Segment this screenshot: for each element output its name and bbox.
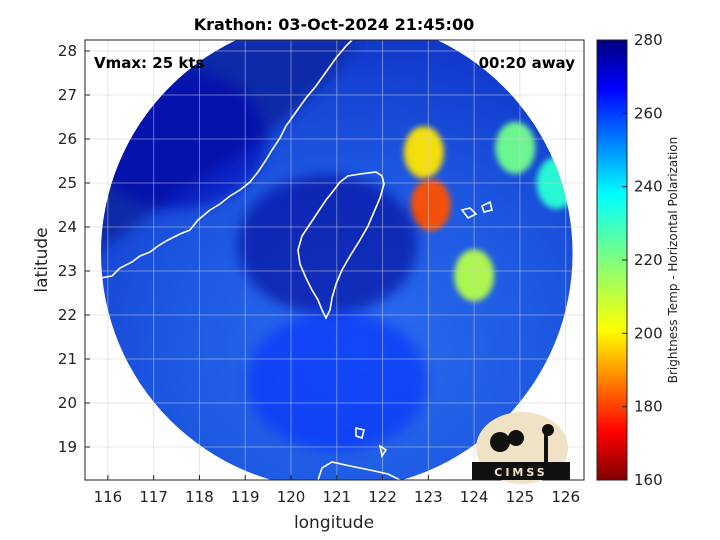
x-axis-ticks: 116 117 118 119 120 121 122 123 124 125 126	[94, 475, 580, 506]
vmax-annotation: Vmax: 25 kts	[94, 54, 204, 72]
philippines-coastline	[317, 461, 401, 480]
x-tick-label: 126	[551, 488, 580, 506]
x-tick-label: 123	[414, 488, 443, 506]
tb-region	[237, 174, 418, 315]
y-tick-label: 22	[58, 306, 77, 324]
x-tick-label: 124	[460, 488, 489, 506]
y-tick-label: 25	[58, 174, 77, 192]
x-tick-label: 125	[506, 488, 535, 506]
time-offset-annotation: 00:20 away	[479, 54, 576, 72]
colorbar-ticks: 160 180 200 220 240 260 280	[622, 31, 663, 489]
colorbar-tick-label: 240	[634, 178, 663, 196]
grid	[85, 40, 584, 480]
x-tick-label: 120	[277, 488, 306, 506]
y-tick-label: 28	[58, 42, 77, 60]
tb-region	[495, 121, 536, 174]
y-tick-label: 27	[58, 86, 77, 104]
plot-frame	[84, 39, 585, 481]
logo-bar	[472, 462, 570, 480]
chart-title: Krathon: 03-Oct-2024 21:45:00	[194, 15, 474, 34]
logo-dish-icon	[490, 432, 510, 452]
island-coastline	[355, 200, 493, 459]
x-tick-label: 121	[322, 488, 351, 506]
logo-tank-icon	[542, 424, 554, 436]
x-axis-label: longitude	[294, 513, 374, 533]
y-axis-label: latitude	[32, 227, 52, 292]
colorbar-tick-label: 200	[634, 324, 663, 342]
colorbar-tick-label: 180	[634, 398, 663, 416]
logo-tower-icon	[544, 430, 548, 462]
x-tick-label: 122	[368, 488, 397, 506]
x-tick-label: 117	[139, 488, 168, 506]
y-tick-label: 24	[58, 218, 77, 236]
cimss-logo: CIMSS	[472, 412, 570, 484]
tb-region	[403, 126, 444, 179]
x-tick-label: 116	[94, 488, 123, 506]
y-axis-ticks: 19 20 21 22 23 24 25 26 27 28	[58, 42, 90, 456]
logo-text: CIMSS	[494, 466, 547, 479]
y-tick-label: 20	[58, 394, 77, 412]
coastlines	[89, 40, 493, 480]
tb-region	[410, 179, 451, 231]
colorbar-tick-label: 280	[634, 31, 663, 49]
y-tick-label: 19	[58, 438, 77, 456]
colorbar-label: Brightness Temp - Horizontal Polarizatio…	[666, 137, 680, 384]
logo-dish-icon	[508, 430, 524, 446]
colorbar-tick-label: 260	[634, 104, 663, 122]
colorbar-tick-label: 160	[634, 471, 663, 489]
colorbar-tick-label: 220	[634, 251, 663, 269]
y-tick-label: 26	[58, 130, 77, 148]
x-tick-label: 119	[231, 488, 260, 506]
y-tick-label: 23	[58, 262, 77, 280]
china-coastline	[89, 40, 353, 283]
y-tick-label: 21	[58, 350, 77, 368]
taiwan-coastline	[297, 171, 385, 320]
x-tick-label: 118	[185, 488, 214, 506]
